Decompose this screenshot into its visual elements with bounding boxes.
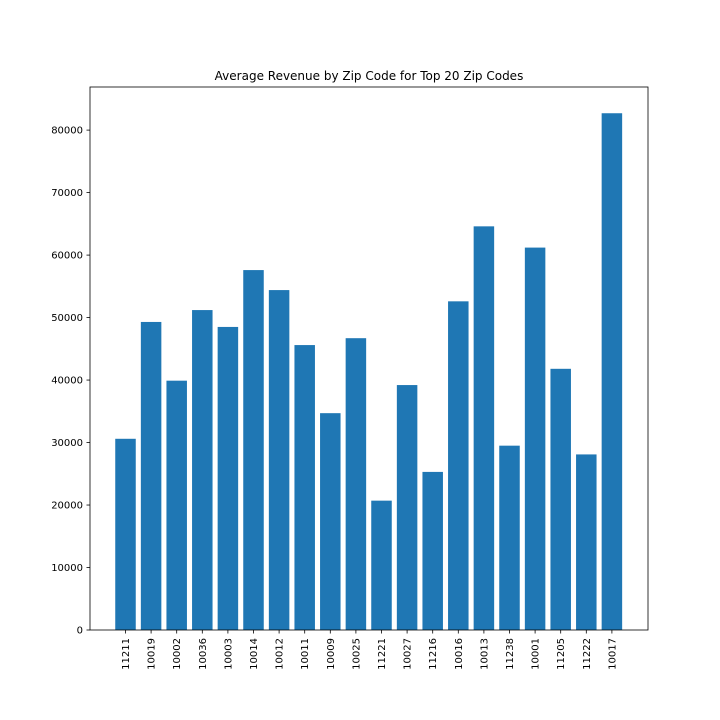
bar-11205 — [550, 368, 571, 630]
bars-layer — [115, 113, 623, 631]
x-tick-label: 10019 — [147, 638, 158, 670]
x-tick-label: 10001 — [531, 638, 542, 670]
x-axis: 11211 10019 10002 10036 10003 10014 10012 10011… — [121, 630, 618, 670]
y-tick-label: 0 — [77, 626, 83, 637]
y-tick-label: 50000 — [51, 313, 83, 324]
x-tick-label: 10014 — [249, 638, 260, 670]
bar-11238 — [499, 445, 520, 630]
bar-11211 — [115, 438, 136, 630]
x-tick-label: 10017 — [607, 638, 618, 670]
chart-title: Average Revenue by Zip Code for Top 20 Z… — [215, 69, 524, 83]
y-tick-label: 40000 — [51, 376, 83, 387]
x-tick-label: 11238 — [505, 638, 516, 670]
y-tick-label: 30000 — [51, 438, 83, 449]
x-tick-label: 11222 — [582, 638, 593, 670]
bar-10014 — [243, 270, 264, 630]
bar-10013 — [473, 226, 495, 630]
bar-10025 — [345, 338, 367, 630]
y-tick-label: 20000 — [51, 501, 83, 512]
plot-frame — [89, 86, 649, 631]
x-tick-label: 10025 — [351, 638, 362, 670]
x-tick-label: 11205 — [556, 638, 567, 670]
bar-10001 — [524, 247, 546, 630]
bar-10011 — [294, 345, 315, 630]
bar-11221 — [371, 500, 392, 630]
y-tick-label: 60000 — [51, 251, 83, 262]
bar-10019 — [140, 321, 162, 630]
bar-10017 — [601, 113, 623, 631]
y-tick-label: 10000 — [51, 563, 83, 574]
bar-10036 — [192, 310, 213, 630]
x-tick-label: 10003 — [223, 638, 234, 670]
bar-11216 — [422, 471, 443, 630]
bar-10027 — [396, 385, 418, 630]
bar-10002 — [166, 380, 187, 630]
y-tick-label: 80000 — [51, 126, 83, 137]
x-tick-label: 10012 — [275, 638, 286, 670]
x-tick-label: 10013 — [479, 638, 490, 670]
x-tick-label: 10009 — [326, 638, 337, 670]
x-tick-label: 10002 — [172, 638, 183, 670]
x-tick-label: 11211 — [121, 638, 132, 670]
x-tick-label: 11221 — [377, 638, 388, 670]
x-tick-label: 10027 — [403, 638, 414, 670]
y-axis: 0 10000 20000 30000 40000 50000 60000 70000 8000… — [51, 126, 90, 637]
x-tick-label: 10011 — [300, 638, 311, 670]
bar-10003 — [217, 326, 239, 630]
bar-11222 — [576, 454, 597, 630]
x-tick-label: 10036 — [198, 638, 209, 670]
bar-10009 — [320, 413, 341, 630]
x-tick-label: 10016 — [454, 638, 465, 670]
bar-10012 — [268, 290, 290, 630]
y-tick-label: 70000 — [51, 188, 83, 199]
x-tick-label: 11216 — [428, 638, 439, 670]
bar-10016 — [448, 301, 469, 630]
